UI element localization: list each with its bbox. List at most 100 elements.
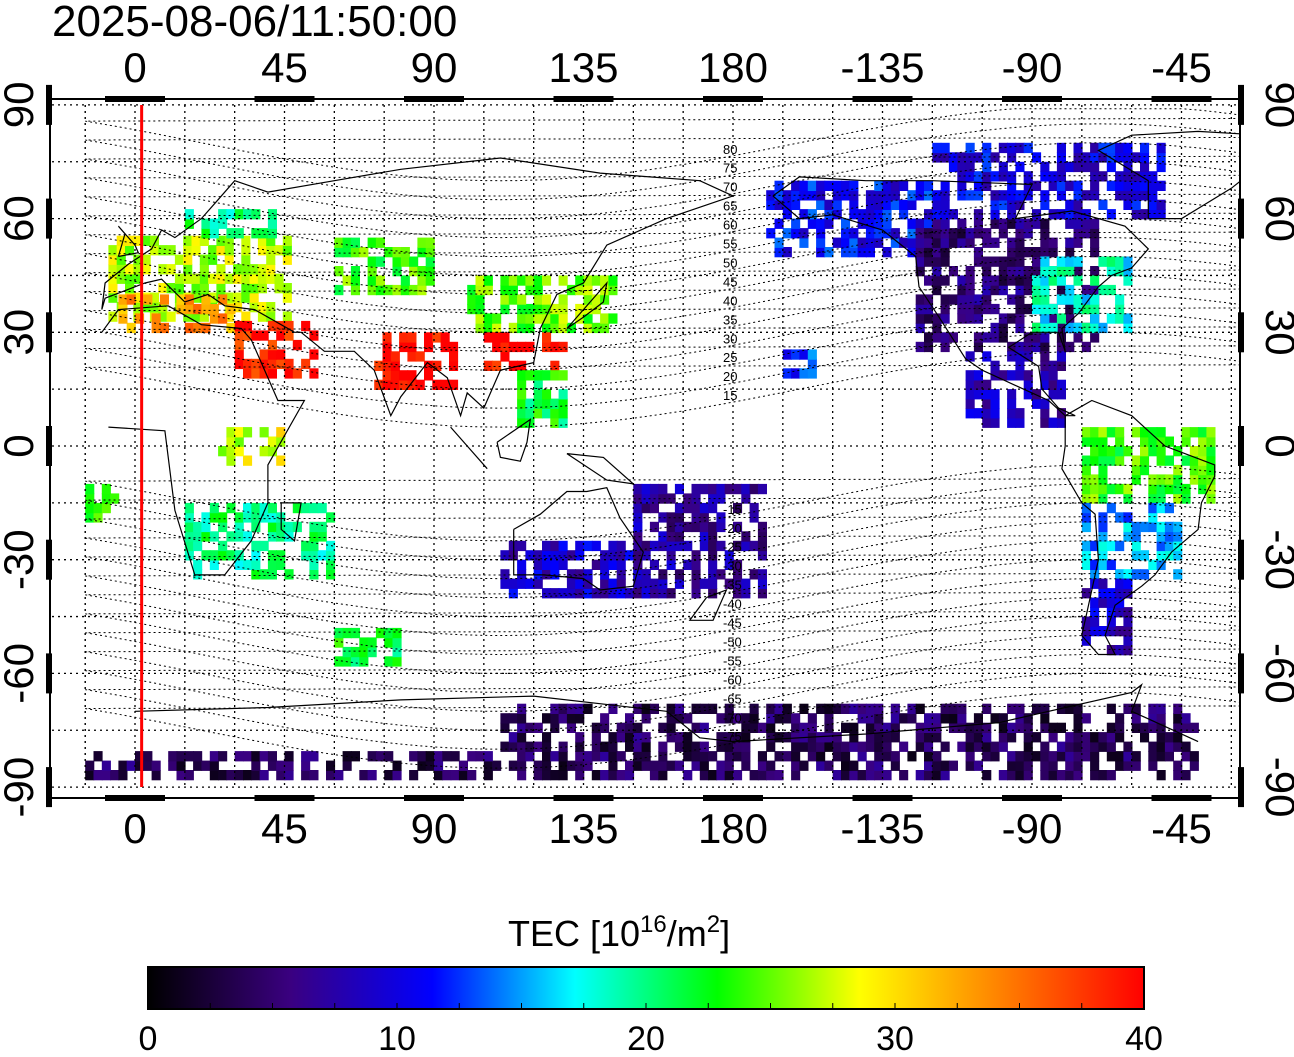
tec-cell <box>832 741 842 752</box>
tec-cell <box>1081 455 1091 466</box>
tec-cell <box>224 311 234 322</box>
tec-region-southern-ocean <box>85 751 502 781</box>
tec-cell <box>973 722 983 733</box>
tec-cell <box>1065 770 1075 781</box>
tec-cell <box>1140 209 1150 220</box>
tec-cell <box>1056 417 1066 428</box>
tec-cell <box>1156 180 1166 191</box>
tec-cell <box>243 320 253 332</box>
tec-cell <box>218 446 228 457</box>
tec-cell <box>417 284 427 296</box>
tec-cell <box>882 247 892 258</box>
tec-cell <box>716 732 726 743</box>
tec-cell <box>674 703 684 714</box>
tec-cell <box>224 273 234 284</box>
tec-cell <box>1073 266 1083 277</box>
tec-cell <box>733 540 743 552</box>
tec-cell <box>608 703 618 714</box>
tec-cell <box>1164 474 1174 485</box>
tec-cell <box>1090 616 1100 627</box>
tec-cell <box>766 741 776 752</box>
tec-cell <box>432 379 442 390</box>
tec-cell <box>125 245 135 256</box>
tec-cell <box>1015 161 1025 173</box>
tec-cell <box>184 770 194 781</box>
tec-cell <box>249 264 259 275</box>
tec-cell <box>234 358 244 370</box>
tec-cell <box>533 303 543 315</box>
tick-mark <box>254 96 315 102</box>
tec-cell <box>259 569 269 580</box>
lon-tick-top: -135 <box>840 44 924 91</box>
tec-cell <box>1040 360 1050 371</box>
tec-cell <box>174 254 184 265</box>
tec-cell <box>924 313 934 324</box>
tec-cell <box>957 313 967 324</box>
tec-cell <box>1007 389 1017 400</box>
tec-cell <box>500 550 510 561</box>
tec-cell <box>392 266 402 277</box>
tec-cell <box>583 588 593 599</box>
tec-cell <box>807 713 817 724</box>
tec-cell <box>85 493 95 504</box>
tec-cell <box>1081 732 1091 743</box>
tec-cell <box>508 578 518 589</box>
tec-cell <box>384 770 394 781</box>
tec-cell <box>266 273 276 284</box>
tec-cell <box>384 627 394 639</box>
tec-cell <box>118 770 128 781</box>
tec-cell <box>284 521 294 533</box>
tec-region-eurasia-north <box>184 209 277 239</box>
tec-cell <box>1173 540 1183 552</box>
tec-cell <box>633 483 643 495</box>
tec-cell <box>973 341 983 353</box>
tec-cell <box>633 722 643 733</box>
tec-cell <box>899 180 909 191</box>
tec-cell <box>1115 294 1125 305</box>
tec-cell <box>517 322 527 334</box>
tec-cell <box>267 760 277 771</box>
tec-cell <box>1098 171 1108 182</box>
tec-cell <box>1115 732 1125 743</box>
tec-cell <box>782 209 792 220</box>
tec-cell <box>1156 152 1166 163</box>
tec-cell <box>550 360 560 371</box>
tec-cell <box>1048 370 1058 381</box>
tec-cell <box>708 493 718 504</box>
tec-cell <box>284 368 294 379</box>
tec-cell <box>957 303 967 315</box>
tec-cell <box>741 531 751 542</box>
tec-cell <box>600 741 610 752</box>
tec-cell <box>1007 398 1017 409</box>
tec-cell <box>309 770 319 781</box>
tec-cell <box>683 502 693 514</box>
tec-cell <box>807 218 817 229</box>
tec-cell <box>267 512 277 523</box>
tec-cell <box>666 550 676 561</box>
tec-cell <box>1090 275 1100 286</box>
tec-cell <box>276 531 286 542</box>
tec-cell <box>450 770 460 781</box>
tec-cell <box>749 483 759 495</box>
tec-cell <box>1073 332 1083 343</box>
tec-cell <box>633 531 643 542</box>
tec-cell <box>166 264 176 275</box>
tec-cell <box>1056 379 1066 390</box>
tec-cell <box>382 332 392 343</box>
tec-cell <box>575 578 585 589</box>
tec-cell <box>1090 732 1100 743</box>
tec-cell <box>301 320 311 332</box>
tec-cell <box>1007 417 1017 428</box>
tec-cell <box>1081 540 1091 552</box>
tec-cell <box>874 741 884 752</box>
tec-cell <box>1056 751 1066 762</box>
tec-cell <box>517 578 527 589</box>
tec-cell <box>1115 142 1125 154</box>
tec-cell <box>1164 483 1174 495</box>
tec-cell <box>1073 228 1083 239</box>
tec-cell <box>724 483 734 495</box>
tec-cell <box>1148 483 1158 495</box>
tec-cell <box>683 521 693 533</box>
tec-cell <box>1073 209 1083 220</box>
tec-cell <box>998 713 1008 724</box>
